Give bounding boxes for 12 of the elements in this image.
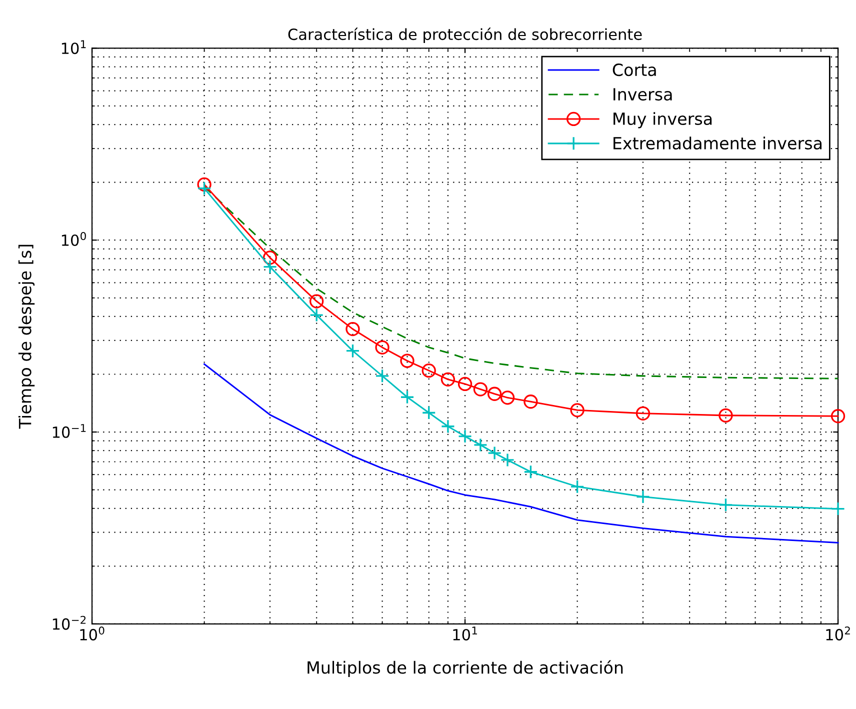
x-tick-label: 10$^{2}$	[826, 626, 850, 640]
legend-label: Inversa	[614, 88, 672, 101]
x-tick-label: 10$^{1}$	[453, 626, 477, 641]
legend-label: Corta	[612, 64, 656, 76]
y-tick-label: 10$^{−1}$	[52, 424, 86, 438]
y-tick-label: 10$^{1}$	[62, 40, 86, 54]
legend-label: Extremadamente inversa	[614, 136, 822, 150]
legend-label: Muy inversa	[614, 112, 712, 128]
y-tick-label: 10$^{0}$	[62, 232, 86, 246]
x-axis-title: Multiplos de la corriente de activación	[308, 660, 623, 678]
y-axis-title: Tiempo de despeje [s]	[18, 244, 35, 429]
chart-title: Característica de protección de sobrecorriente	[288, 28, 642, 44]
